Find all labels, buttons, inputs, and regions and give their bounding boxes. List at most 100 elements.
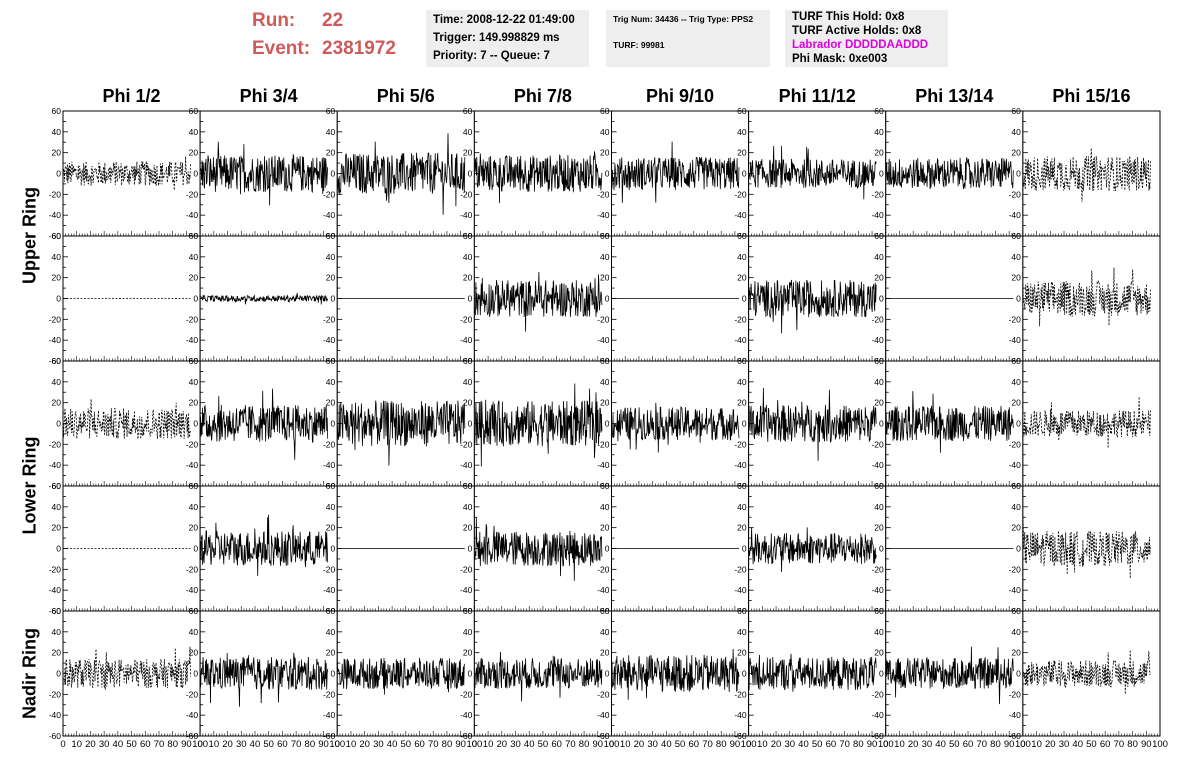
y-tick-label: 0	[879, 544, 884, 554]
y-tick-label: 60	[463, 606, 473, 616]
y-tick-label: 40	[52, 627, 62, 637]
panel-frame	[748, 235, 887, 362]
y-tick-label: -20	[460, 689, 473, 699]
y-tick-label: 0	[331, 169, 336, 179]
y-tick-label: 0	[468, 169, 473, 179]
y-tick-label: 20	[737, 273, 747, 283]
y-tick-label: 0	[56, 669, 61, 679]
y-tick-label: 60	[189, 356, 199, 366]
y-tick-label: -40	[871, 210, 884, 220]
waveform-trace	[62, 156, 191, 191]
y-tick-label: -20	[323, 189, 336, 199]
y-tick-label: 20	[463, 148, 473, 158]
x-tick-label: 40	[387, 739, 398, 750]
y-tick-label: -40	[734, 335, 747, 345]
y-tick-label: -40	[597, 460, 610, 470]
x-tick-label: 40	[524, 739, 535, 750]
waveform-trace	[611, 141, 740, 203]
y-tick-label: 20	[1011, 648, 1021, 658]
x-tick-label: 30	[784, 739, 795, 750]
y-tick-label: 0	[331, 419, 336, 429]
y-tick-label: 40	[600, 377, 610, 387]
x-tick-label: 70	[154, 739, 165, 750]
x-tick-label: 50	[675, 739, 686, 750]
y-tick-label: 20	[737, 148, 747, 158]
y-tick-label: 60	[326, 356, 336, 366]
y-tick-label: 60	[326, 231, 336, 241]
y-tick-label: 0	[56, 294, 61, 304]
labrador-text: Labrador DDDDDAADDD	[792, 39, 929, 51]
waveform-trace	[1022, 396, 1151, 449]
y-tick-label: 40	[874, 377, 884, 387]
y-tick-label: 20	[326, 398, 336, 408]
y-tick-label: 40	[737, 127, 747, 137]
y-tick-label: 0	[331, 544, 336, 554]
waveform-trace	[1022, 516, 1151, 579]
x-tick-label: 30	[373, 739, 384, 750]
y-tick-label: -40	[49, 335, 62, 345]
waveform-trace	[336, 133, 466, 215]
y-tick-label: -40	[1009, 585, 1022, 595]
x-tick-label: 60	[414, 739, 425, 750]
x-tick-label: 40	[113, 739, 124, 750]
y-tick-label: 20	[874, 148, 884, 158]
y-tick-label: -20	[460, 564, 473, 574]
y-tick-label: 60	[1011, 231, 1021, 241]
x-tick-label: 80	[990, 739, 1001, 750]
x-tick-label: 20	[634, 739, 645, 750]
y-tick-label: 20	[463, 523, 473, 533]
y-tick-label: -60	[871, 731, 884, 741]
y-tick-label: 40	[326, 252, 336, 262]
y-tick-label: 0	[605, 419, 610, 429]
y-tick-label: 60	[1011, 481, 1021, 491]
turf-text: TURF: 99981	[613, 40, 665, 50]
run-value: 22	[322, 10, 344, 31]
x-tick-label: 20	[85, 739, 96, 750]
waveform-trace	[1022, 649, 1151, 695]
y-tick-label: 40	[737, 377, 747, 387]
x-tick-label: 10	[894, 739, 905, 750]
column-header: Phi 15/16	[1052, 86, 1131, 106]
x-tick-label: 90	[455, 739, 466, 750]
y-tick-label: 0	[742, 544, 747, 554]
x-tick-label: 70	[565, 739, 576, 750]
waveform-trace	[885, 391, 1014, 453]
y-tick-label: 0	[605, 294, 610, 304]
y-tick-label: -20	[49, 189, 62, 199]
y-tick-label: -20	[871, 439, 884, 449]
y-tick-label: 60	[326, 606, 336, 616]
y-tick-label: -20	[186, 189, 199, 199]
y-tick-label: 60	[1011, 606, 1021, 616]
x-tick-label: 90	[181, 739, 192, 750]
trig-num-text: Trig Num: 34436 -- Trig Type: PPS2	[613, 14, 754, 24]
waveform-trace	[748, 653, 877, 692]
x-tick-label: 100	[192, 739, 208, 750]
y-tick-label: -20	[734, 439, 747, 449]
y-tick-label: -20	[49, 564, 62, 574]
y-tick-label: 20	[189, 148, 199, 158]
y-tick-label: 60	[737, 481, 747, 491]
column-header: Phi 11/12	[778, 86, 856, 106]
y-tick-label: 0	[193, 419, 198, 429]
y-tick-label: -60	[1009, 731, 1022, 741]
y-tick-label: 0	[742, 294, 747, 304]
x-tick-label: 10	[71, 739, 82, 750]
column-header: Phi 13/14	[915, 86, 994, 106]
y-tick-label: -40	[597, 210, 610, 220]
y-tick-label: -20	[49, 689, 62, 699]
x-tick-label: 50	[949, 739, 960, 750]
x-tick-label: 90	[1004, 739, 1015, 750]
